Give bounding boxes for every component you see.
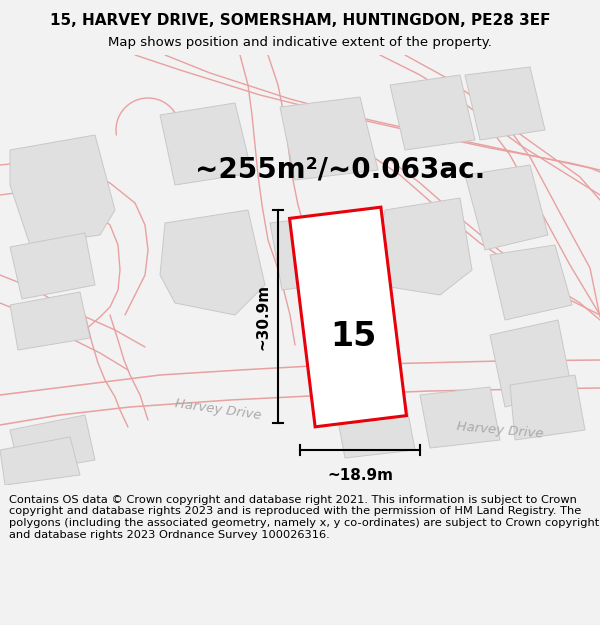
Polygon shape xyxy=(290,207,406,427)
Text: ~18.9m: ~18.9m xyxy=(327,468,393,483)
Polygon shape xyxy=(465,67,545,140)
Polygon shape xyxy=(490,245,572,320)
Polygon shape xyxy=(465,165,548,250)
Polygon shape xyxy=(378,198,472,295)
Polygon shape xyxy=(10,292,90,350)
Text: ~255m²/~0.063ac.: ~255m²/~0.063ac. xyxy=(195,156,485,184)
Text: 15: 15 xyxy=(330,321,376,354)
Polygon shape xyxy=(420,387,500,448)
Polygon shape xyxy=(0,437,80,485)
Polygon shape xyxy=(160,210,265,315)
Text: Contains OS data © Crown copyright and database right 2021. This information is : Contains OS data © Crown copyright and d… xyxy=(9,495,599,539)
Polygon shape xyxy=(510,375,585,440)
Polygon shape xyxy=(490,320,572,407)
Polygon shape xyxy=(390,75,475,150)
Text: 15, HARVEY DRIVE, SOMERSHAM, HUNTINGDON, PE28 3EF: 15, HARVEY DRIVE, SOMERSHAM, HUNTINGDON,… xyxy=(50,13,550,28)
Text: Harvey Drive: Harvey Drive xyxy=(456,420,544,440)
Polygon shape xyxy=(10,135,115,245)
Polygon shape xyxy=(270,217,334,290)
Polygon shape xyxy=(280,97,378,180)
Polygon shape xyxy=(10,233,95,299)
Polygon shape xyxy=(10,415,95,473)
Text: ~30.9m: ~30.9m xyxy=(255,284,270,349)
Polygon shape xyxy=(335,397,415,458)
Text: Harvey Drive: Harvey Drive xyxy=(174,398,262,422)
Text: Map shows position and indicative extent of the property.: Map shows position and indicative extent… xyxy=(108,36,492,49)
Polygon shape xyxy=(160,103,252,185)
